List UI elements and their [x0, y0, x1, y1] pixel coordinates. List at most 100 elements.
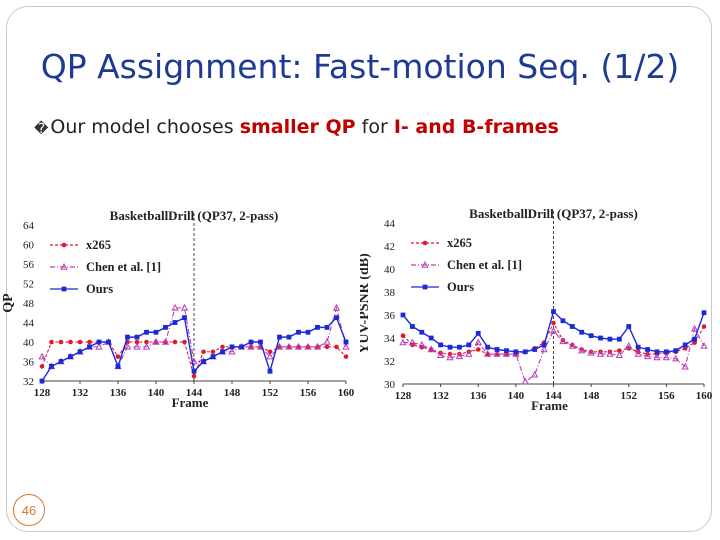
- data-point: [531, 370, 539, 378]
- x-tick-label: 160: [338, 387, 355, 399]
- data-point: [551, 309, 556, 314]
- data-point: [588, 333, 594, 339]
- data-point: [504, 348, 509, 354]
- data-point: [229, 344, 235, 350]
- data-point: [502, 350, 511, 357]
- data-point: [115, 363, 121, 369]
- x-tick-label: 144: [186, 387, 203, 399]
- data-point: [522, 349, 528, 355]
- data-point: [58, 339, 64, 345]
- data-point: [551, 320, 556, 326]
- data-point: [182, 315, 187, 321]
- y-tick-label: 42: [384, 241, 395, 253]
- legend-marker: [61, 286, 67, 292]
- y-tick-label: 32: [384, 356, 395, 368]
- x-tick-label: 152: [262, 387, 279, 399]
- data-point: [549, 327, 558, 334]
- data-point: [49, 363, 54, 369]
- y-tick-label: 56: [23, 259, 35, 271]
- y-axis-label: QP: [1, 293, 16, 313]
- data-point: [419, 329, 425, 335]
- x-tick-label: 156: [658, 390, 675, 402]
- legend-marker: [421, 260, 429, 268]
- data-point: [494, 347, 500, 352]
- y-tick-label: 40: [384, 264, 396, 276]
- data-point: [239, 344, 244, 350]
- data-point: [172, 320, 178, 325]
- data-point: [142, 342, 151, 350]
- data-point: [123, 342, 132, 350]
- series-line-chen: [403, 327, 705, 383]
- bullet-text-2: for: [355, 116, 394, 138]
- data-point: [342, 342, 350, 350]
- bullet-point: � Our model chooses smaller QP for I- and…: [34, 116, 559, 138]
- data-point: [615, 351, 623, 358]
- data-point: [68, 354, 73, 360]
- x-tick-label: 140: [148, 387, 165, 399]
- data-point: [77, 349, 83, 355]
- data-point: [133, 342, 141, 350]
- data-point: [690, 324, 699, 332]
- data-point: [598, 335, 603, 341]
- data-point: [87, 339, 92, 345]
- data-point: [596, 350, 605, 357]
- y-tick-label: 48: [23, 298, 35, 310]
- data-point: [163, 324, 168, 330]
- data-point: [692, 336, 697, 342]
- data-point: [635, 344, 641, 350]
- data-point: [343, 354, 349, 359]
- data-point: [474, 338, 482, 346]
- data-point: [682, 342, 688, 348]
- data-point: [332, 303, 341, 311]
- data-point: [58, 359, 64, 364]
- x-tick-label: 148: [583, 390, 600, 402]
- data-point: [521, 377, 529, 385]
- data-point: [210, 354, 216, 360]
- data-point: [568, 341, 576, 349]
- x-axis-label: Frame: [172, 395, 209, 410]
- data-point: [400, 312, 406, 318]
- x-tick-label: 156: [300, 387, 317, 399]
- y-tick-label: 64: [23, 220, 35, 232]
- data-point: [465, 350, 473, 357]
- y-tick-label: 40: [23, 337, 35, 349]
- data-point: [220, 349, 225, 355]
- data-point: [305, 329, 311, 335]
- qp-chart: 32 36 40 44 48 52 56 60 64 128 132 136 140 144 148 152 1…: [1, 208, 355, 410]
- y-axis-label: YUV-PSNR (dB): [360, 253, 372, 354]
- data-point: [457, 344, 462, 350]
- data-point: [428, 335, 434, 341]
- x-tick-label: 136: [470, 390, 487, 402]
- data-point: [410, 324, 415, 329]
- x-tick-label: 160: [696, 390, 713, 402]
- data-point: [663, 349, 669, 355]
- y-tick-label: 30: [384, 379, 396, 391]
- data-point: [343, 339, 349, 345]
- data-point: [275, 342, 284, 350]
- page-number: 46: [13, 494, 45, 526]
- legend-label: Ours: [447, 280, 474, 294]
- data-point: [700, 341, 708, 349]
- legend-marker: [60, 262, 68, 270]
- x-tick-label: 148: [224, 387, 241, 399]
- legend-marker: [422, 240, 428, 246]
- data-point: [616, 336, 622, 342]
- data-point: [673, 348, 679, 354]
- data-point: [49, 339, 54, 345]
- slide-title: QP Assignment: Fast-motion Seq. (1/2): [40, 47, 680, 86]
- x-axis-label: Frame: [531, 398, 568, 413]
- bullet-highlight-1: smaller QP: [239, 116, 356, 138]
- data-point: [625, 341, 633, 349]
- y-tick-label: 32: [23, 376, 34, 388]
- data-point: [672, 354, 680, 362]
- data-point: [313, 342, 322, 350]
- data-point: [701, 324, 707, 329]
- data-point: [447, 344, 453, 350]
- data-point: [125, 334, 130, 340]
- data-point: [323, 337, 331, 345]
- data-point: [285, 342, 293, 350]
- data-point: [466, 342, 472, 348]
- data-point: [324, 324, 330, 330]
- y-tick-label: 52: [23, 279, 34, 291]
- data-point: [701, 310, 707, 316]
